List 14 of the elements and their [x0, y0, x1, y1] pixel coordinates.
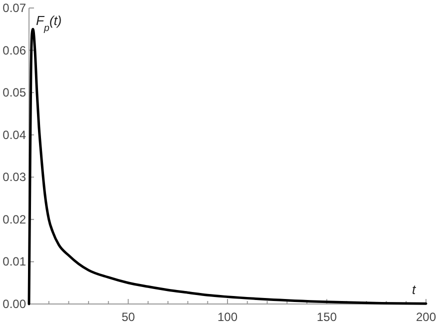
y-tick-label: 0.04: [2, 128, 26, 142]
y-tick-label: 0.03: [2, 170, 26, 184]
x-axis-title: t: [412, 282, 417, 297]
y-tick-label: 0.01: [2, 254, 26, 269]
y-tick-label: 0.06: [2, 43, 26, 58]
y-tick-label: 0.05: [2, 86, 26, 100]
x-tick-label: 150: [316, 310, 338, 324]
y-tick-label: 0.00: [2, 297, 26, 311]
y-axis-title: F$_{p}$(t): [36, 13, 62, 34]
y-tick-label: 0.07: [2, 1, 26, 15]
y-tick-label: 0.02: [2, 212, 26, 226]
x-tick-label: 100: [217, 310, 238, 324]
x-tick-label: 200: [416, 310, 436, 324]
x-tick-label: 50: [122, 310, 136, 324]
